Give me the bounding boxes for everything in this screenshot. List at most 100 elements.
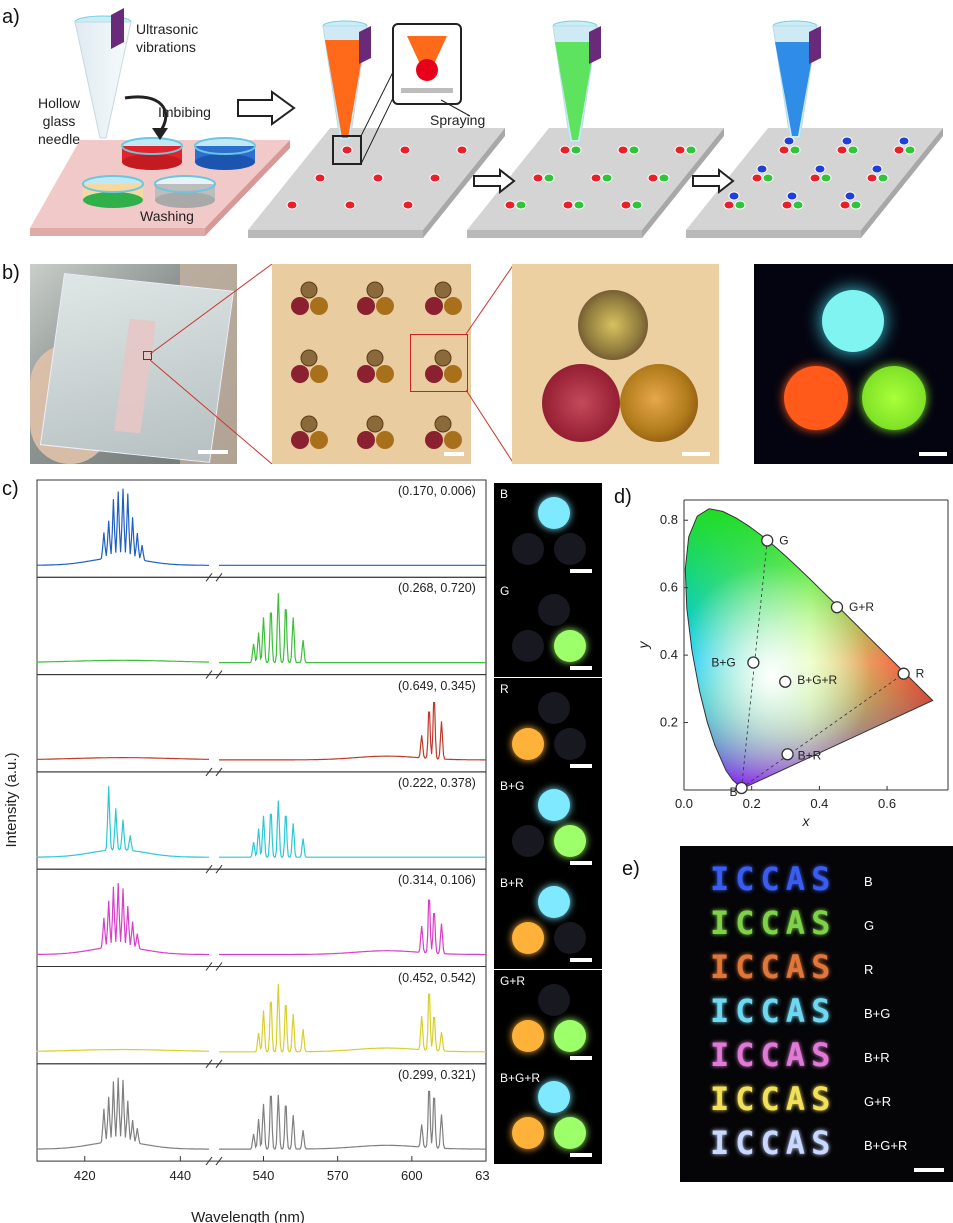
array-drop-top: [300, 349, 318, 367]
spectrum-line-right: [219, 1090, 486, 1150]
array-drop-top: [434, 415, 452, 433]
x-tick-label: 630: [475, 1168, 490, 1183]
array-drop-top: [300, 281, 318, 299]
green-dot: [685, 145, 697, 155]
x-axis-label: Wavelength (nm): [191, 1209, 305, 1223]
blue-dot: [786, 191, 798, 201]
iccas-row-label: B+R: [864, 1050, 890, 1065]
green-dot: [631, 200, 643, 210]
green-dot: [515, 200, 527, 210]
array-drop-red: [425, 431, 443, 449]
emission-photo-label: B+R: [500, 876, 524, 891]
x-tick-label: 440: [169, 1168, 191, 1183]
spectrum-line-right: [219, 702, 486, 761]
emission-spot: [554, 922, 586, 955]
emission-spot: [512, 1019, 544, 1052]
red-dot: [723, 200, 735, 210]
array-drop-orange: [310, 431, 328, 449]
cie-point: [781, 748, 794, 761]
cie-y-tick: 0.8: [660, 512, 678, 527]
cie-x-tick: 0.0: [675, 796, 693, 811]
array-drop-top: [300, 415, 318, 433]
process-arrow-1: [237, 90, 296, 126]
array-drop-orange: [376, 431, 394, 449]
array-drop-red: [357, 431, 375, 449]
spraying-label: Spraying: [430, 112, 486, 128]
red-dot: [456, 145, 468, 155]
green-dot: [762, 173, 774, 183]
emission-spot: [554, 1116, 586, 1149]
x-tick-label: 570: [327, 1168, 349, 1183]
cie-coordinate: (0.170, 0.006): [398, 484, 476, 498]
green-dot: [904, 145, 916, 155]
red-dot: [402, 200, 414, 210]
cie-x-tick: 0.6: [878, 796, 896, 811]
green-dot: [734, 200, 746, 210]
y-axis-label: Intensity (a.u.): [3, 752, 20, 847]
cie-point-label: G+R: [849, 600, 874, 614]
scale-bar: [198, 450, 228, 454]
iccas-text: ICCAS: [710, 948, 837, 986]
green-dot: [877, 173, 889, 183]
grey-dish: [154, 175, 216, 208]
cie-point-label: R: [916, 667, 925, 681]
blue-dot: [871, 164, 883, 174]
array-drop-orange: [376, 365, 394, 383]
iccas-row-label: G: [864, 918, 875, 933]
emission-photo-label: B+G: [500, 778, 525, 793]
array-drop-orange: [376, 297, 394, 315]
cie-y-tick: 0.2: [660, 715, 678, 730]
panel-label-b: b): [2, 262, 20, 284]
green-dot: [658, 173, 670, 183]
panel-label-a: a): [2, 6, 20, 28]
emission-spot: [512, 727, 544, 760]
red-dot: [429, 173, 441, 183]
emission-spot: [512, 630, 544, 663]
emission-spot: [554, 727, 586, 760]
panel-label-e: e): [622, 858, 640, 880]
red-dot: [781, 200, 793, 210]
red-dot: [836, 145, 848, 155]
spectrum-line-right: [219, 983, 486, 1053]
emission-spot: [554, 630, 586, 663]
cie-coordinate: (0.222, 0.378): [398, 775, 476, 790]
iccas-text: ICCAS: [710, 1124, 837, 1162]
green-dish: [82, 175, 144, 208]
green-dot: [543, 173, 555, 183]
blue-dot: [841, 136, 853, 146]
glass-substrate-photo: [30, 264, 237, 464]
cie-point-label: B+G+R: [797, 673, 837, 687]
panel-a-schematic: [30, 8, 943, 238]
spectrum-line-left: [36, 1077, 209, 1150]
cie-coordinate: (0.649, 0.345): [398, 678, 476, 693]
blue-dot: [814, 164, 826, 174]
emission-photo-label: B+G+R: [500, 1070, 541, 1085]
orange-needle-icon: [322, 20, 371, 141]
green-dot: [850, 200, 862, 210]
green-dot: [628, 145, 640, 155]
panel-label-c: c): [2, 478, 19, 500]
iccas-text: ICCAS: [710, 904, 837, 942]
red-dot: [372, 173, 384, 183]
emission-spot: [538, 1080, 570, 1113]
red-dot: [590, 173, 602, 183]
iccas-row-label: G+R: [864, 1094, 892, 1109]
blue-dot: [783, 136, 795, 146]
array-drop-orange: [444, 431, 462, 449]
spectrum-line-right: [219, 800, 486, 858]
red-dot: [751, 173, 763, 183]
fluorescence-photo: [754, 264, 953, 464]
emission-photo: B: [494, 483, 602, 580]
spectrum-line-left: [36, 659, 210, 663]
cie-y-label: y: [636, 641, 651, 650]
red-dot: [344, 200, 356, 210]
iccas-row-label: B+G: [864, 1006, 891, 1021]
blue-dish: [194, 137, 256, 170]
cie-point: [830, 601, 844, 614]
array-photo: [272, 264, 471, 464]
iccas-row-label: B+G+R: [864, 1138, 908, 1153]
array-drop-top: [366, 349, 384, 367]
process-arrow-3: [692, 167, 735, 195]
cie-coordinate: (0.268, 0.720): [398, 581, 476, 596]
iccas-row-label: R: [864, 962, 874, 977]
